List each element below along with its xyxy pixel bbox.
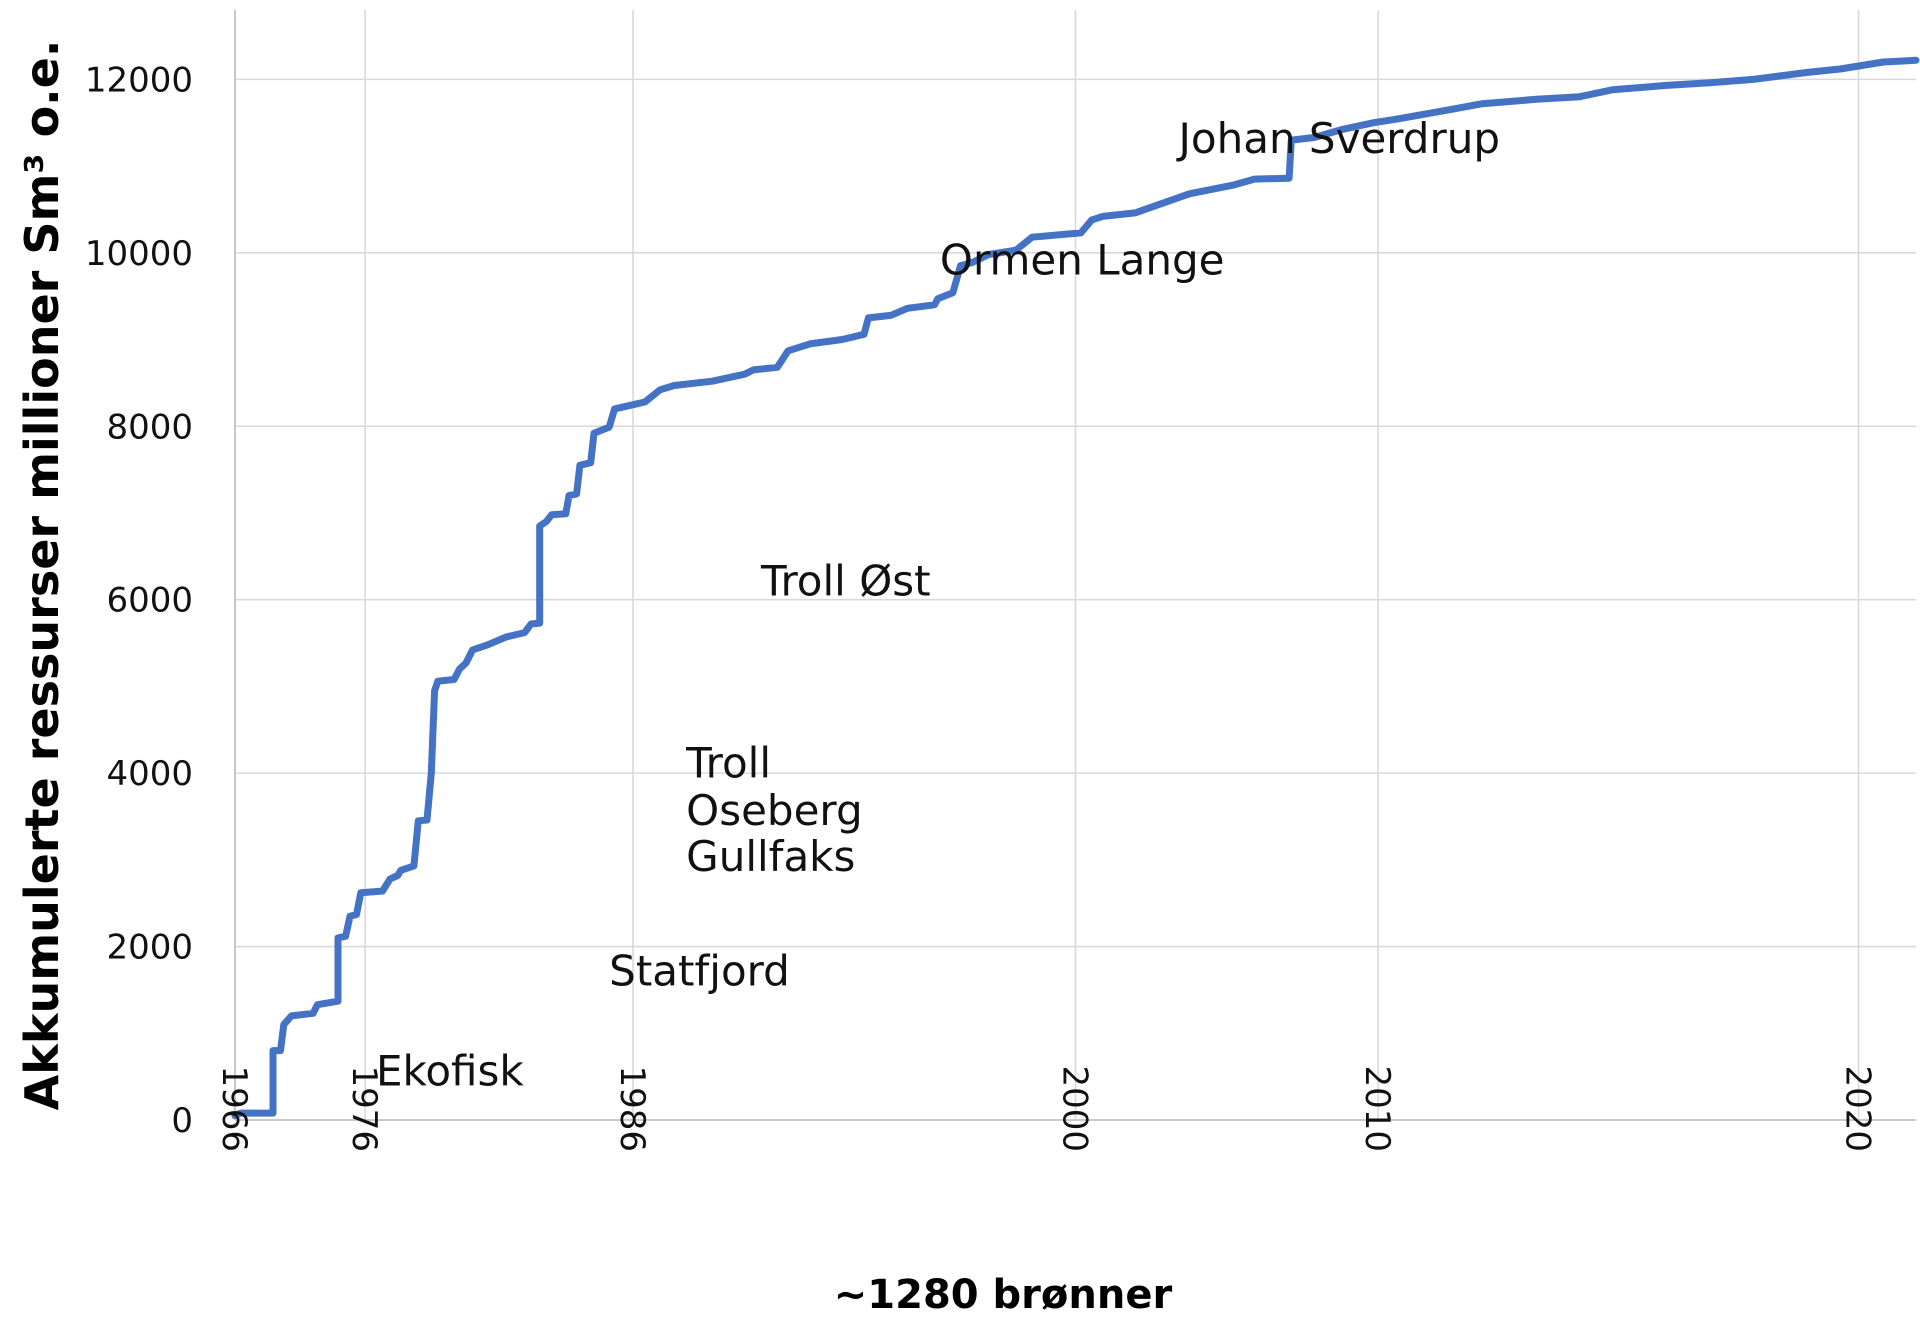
x-tick-label: 2000 — [1055, 1065, 1095, 1152]
annotation-label: Johan Sverdrup — [1176, 114, 1501, 163]
annotation-label: Troll — [685, 738, 771, 787]
y-tick-label: 0 — [171, 1101, 193, 1141]
annotation-label: Ormen Lange — [940, 235, 1225, 284]
y-tick-label: 4000 — [106, 754, 193, 794]
series-line — [231, 56, 1920, 1120]
y-tick-label: 10000 — [85, 234, 193, 274]
y-axis-title: Akkumulerte ressurser millioner Sm³ o.e. — [15, 40, 69, 1111]
y-tick-label: 8000 — [106, 407, 193, 447]
annotation-label: Statfjord — [609, 947, 790, 996]
annotation-label: Troll Øst — [760, 556, 931, 605]
x-axis-tick-labels: 1966 1976 1986 2000 2010 2020 — [214, 1065, 1878, 1152]
gridlines — [234, 10, 1916, 1121]
series-layer — [231, 56, 1920, 1120]
x-tick-label: 1976 — [344, 1065, 384, 1152]
x-tick-label: 2020 — [1838, 1065, 1878, 1152]
annotation-label: Gullfaks — [686, 832, 855, 881]
annotation-label: Oseberg — [686, 786, 862, 835]
x-tick-label: 1986 — [612, 1065, 652, 1152]
y-tick-label: 2000 — [106, 928, 193, 968]
annotation-label: Ekofisk — [376, 1046, 524, 1095]
x-axis-title: ~1280 brønner — [834, 1272, 1173, 1318]
y-tick-label: 12000 — [85, 60, 193, 100]
y-tick-label: 6000 — [106, 581, 193, 621]
y-axis-tick-labels: 0 2000 4000 6000 8000 10000 12000 — [85, 60, 193, 1141]
x-tick-label: 1966 — [214, 1065, 254, 1152]
x-tick-label: 2010 — [1357, 1065, 1397, 1152]
